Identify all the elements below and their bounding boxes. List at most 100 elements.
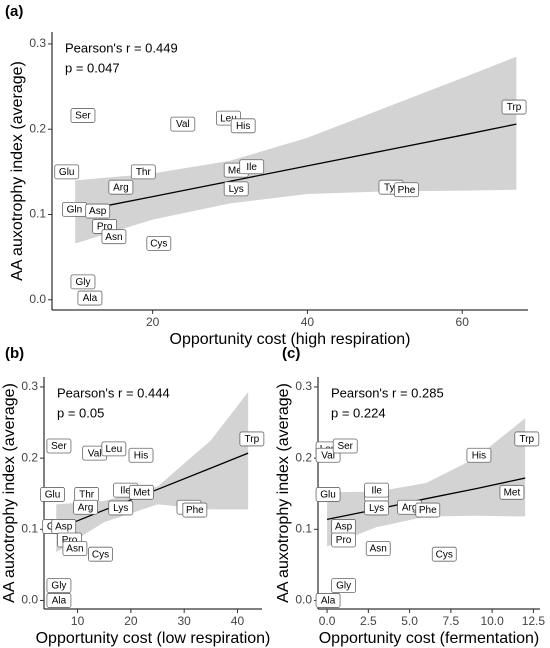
point-label: Cys bbox=[92, 549, 109, 560]
point-label-box bbox=[239, 159, 265, 175]
x-tick-label: 40 bbox=[231, 614, 245, 628]
y-tick-label: 0.2 bbox=[295, 450, 312, 464]
point-label-box bbox=[62, 541, 88, 556]
y-tick-label: 0.3 bbox=[21, 379, 38, 393]
point-label-box bbox=[499, 484, 525, 500]
annotation: p = 0.224 bbox=[331, 405, 386, 420]
y-tick-label: 0.3 bbox=[295, 379, 312, 393]
y-tick-label: 0.2 bbox=[29, 121, 46, 135]
point-label: Arg bbox=[113, 182, 129, 193]
point-label-box bbox=[46, 578, 72, 593]
x-tick-label: 0.0 bbox=[319, 614, 336, 628]
point-label-box bbox=[365, 541, 391, 556]
point-label: Glu bbox=[45, 490, 61, 501]
point-label: Ser bbox=[75, 111, 91, 122]
point-label-box bbox=[315, 487, 341, 502]
annotation: p = 0.047 bbox=[65, 60, 120, 75]
point-label-box bbox=[129, 484, 154, 500]
point-label: Asn bbox=[66, 544, 83, 555]
fit-line bbox=[326, 477, 526, 520]
x-tick-label: 20 bbox=[124, 614, 138, 628]
point-label-box bbox=[431, 546, 457, 562]
point-label: Met bbox=[228, 165, 245, 176]
point-label: His bbox=[134, 450, 148, 461]
point-label-box bbox=[223, 181, 249, 197]
confidence-band bbox=[75, 56, 517, 244]
point-label: Ile bbox=[120, 485, 131, 496]
point-label: Trp bbox=[519, 434, 534, 445]
y-tick-label: 0.0 bbox=[21, 593, 38, 607]
point-label: Ile bbox=[246, 162, 257, 173]
x-tick-label: 10 bbox=[71, 614, 85, 628]
point-label: Lys bbox=[369, 503, 384, 514]
point-label: Phe bbox=[419, 505, 437, 516]
point-label: Pro bbox=[336, 535, 352, 546]
annotation: Pearson's r = 0.285 bbox=[331, 385, 444, 400]
y-axis-title: AA auxotrophy index (average) bbox=[9, 61, 26, 281]
point-label: Pro bbox=[62, 535, 78, 546]
y-tick-label: 0.0 bbox=[29, 292, 46, 306]
point-label: His bbox=[472, 450, 486, 461]
point-label-box bbox=[514, 431, 540, 447]
point-label: Thr bbox=[79, 490, 95, 501]
point-label-box bbox=[466, 447, 492, 463]
point-label-box bbox=[128, 447, 154, 463]
point-label: Ala bbox=[52, 596, 67, 607]
point-label: Val bbox=[88, 448, 102, 459]
point-label-box bbox=[85, 203, 111, 219]
point-label: Phe bbox=[398, 185, 416, 196]
point-label-box bbox=[182, 502, 208, 518]
point-label: Leu bbox=[220, 113, 237, 124]
point-label: Gly bbox=[51, 581, 66, 592]
point-label-box bbox=[239, 431, 265, 447]
x-axis-title: Opportunity cost (low respiration) bbox=[36, 630, 271, 647]
point-label-box bbox=[415, 502, 441, 518]
annotation: Pearson's r = 0.449 bbox=[65, 40, 178, 55]
point-label: Glu bbox=[59, 167, 75, 178]
point-label: Met bbox=[504, 487, 521, 498]
x-tick-label: 30 bbox=[178, 614, 192, 628]
point-label-box bbox=[70, 108, 96, 123]
point-label: Asp bbox=[55, 522, 73, 533]
point-label-box bbox=[364, 500, 389, 516]
point-label: Cys bbox=[436, 549, 453, 560]
confidence-band bbox=[56, 391, 249, 553]
x-tick-label: 10.0 bbox=[480, 614, 504, 628]
x-tick-label: 2.5 bbox=[360, 614, 377, 628]
point-label-box bbox=[46, 438, 72, 454]
point-label: Asp bbox=[335, 522, 353, 533]
y-tick-label: 0.3 bbox=[29, 36, 46, 50]
point-label: Gln bbox=[67, 205, 83, 216]
point-label: Arg bbox=[402, 502, 418, 513]
point-label-box bbox=[364, 482, 389, 498]
point-label-box bbox=[70, 274, 96, 290]
point-label-box bbox=[130, 164, 156, 180]
point-label: Phe bbox=[186, 505, 204, 516]
panel-label: (a) bbox=[5, 3, 23, 20]
point-label: Val bbox=[321, 450, 335, 461]
x-tick-label: 60 bbox=[456, 315, 470, 329]
point-label-box bbox=[230, 118, 256, 134]
point-label: Trp bbox=[507, 102, 522, 113]
point-label: Gly bbox=[336, 581, 351, 592]
point-label-box bbox=[331, 578, 356, 593]
point-label-box bbox=[77, 290, 103, 306]
point-label: Leu bbox=[105, 444, 122, 455]
point-label-box bbox=[108, 500, 134, 516]
point-label-box bbox=[394, 182, 419, 198]
point-label-box bbox=[332, 438, 358, 454]
y-tick-label: 0.2 bbox=[21, 450, 38, 464]
point-label-box bbox=[108, 179, 134, 195]
x-axis-title: Opportunity cost (fermentation) bbox=[319, 630, 540, 647]
x-tick-label: 20 bbox=[146, 315, 160, 329]
fit-line bbox=[75, 123, 517, 213]
point-label: Cys bbox=[150, 239, 167, 250]
point-label-box bbox=[46, 593, 72, 608]
annotation: p = 0.05 bbox=[57, 405, 104, 420]
point-label-box bbox=[88, 546, 113, 562]
point-label: Ala bbox=[321, 596, 336, 607]
point-label-box bbox=[170, 116, 196, 132]
y-tick-label: 0.0 bbox=[295, 593, 312, 607]
point-label: Tyr bbox=[384, 182, 399, 193]
point-label: Asn bbox=[105, 232, 122, 243]
